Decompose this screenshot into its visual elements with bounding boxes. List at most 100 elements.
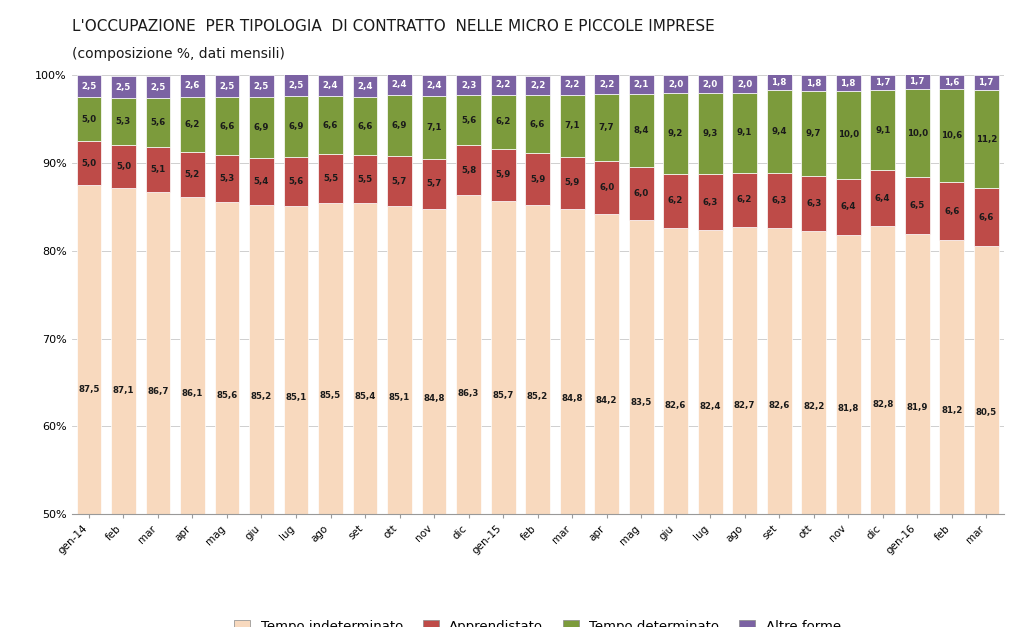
Text: 2,3: 2,3	[461, 81, 476, 90]
Text: 11,2: 11,2	[976, 135, 997, 144]
Text: 5,0: 5,0	[81, 115, 96, 124]
Text: 2,5: 2,5	[151, 83, 166, 92]
Text: 6,6: 6,6	[323, 121, 338, 130]
Bar	[732, 75, 757, 93]
Text: 2,0: 2,0	[737, 80, 753, 88]
Text: 5,9: 5,9	[530, 175, 545, 184]
Bar	[732, 172, 757, 227]
Bar	[249, 205, 274, 627]
Bar	[594, 75, 620, 93]
Text: L'OCCUPAZIONE  PER TIPOLOGIA  DI CONTRATTO  NELLE MICRO E PICCOLE IMPRESE: L'OCCUPAZIONE PER TIPOLOGIA DI CONTRATTO…	[72, 19, 715, 34]
Text: 82,8: 82,8	[872, 400, 893, 409]
Text: 5,3: 5,3	[116, 117, 131, 126]
Text: 86,7: 86,7	[147, 387, 169, 396]
Bar	[249, 158, 274, 205]
Text: 83,5: 83,5	[631, 398, 651, 407]
Bar	[111, 145, 136, 189]
Bar	[215, 155, 240, 202]
Text: 2,5: 2,5	[219, 82, 234, 91]
Bar	[525, 154, 550, 205]
Text: 6,3: 6,3	[771, 196, 786, 205]
Bar	[801, 91, 826, 176]
Bar	[560, 209, 585, 627]
Bar	[77, 141, 101, 185]
Text: 9,4: 9,4	[771, 127, 786, 136]
Text: 7,1: 7,1	[426, 123, 441, 132]
Bar	[697, 75, 723, 93]
Bar	[284, 75, 308, 97]
Bar	[111, 98, 136, 145]
Bar	[387, 75, 412, 95]
Bar	[801, 176, 826, 231]
Text: 9,1: 9,1	[876, 125, 891, 135]
Text: 6,4: 6,4	[874, 194, 891, 203]
Text: 5,7: 5,7	[426, 179, 441, 188]
Text: 85,4: 85,4	[354, 391, 376, 401]
Text: 2,2: 2,2	[529, 82, 546, 90]
Text: 6,2: 6,2	[668, 196, 683, 205]
Bar	[387, 206, 412, 627]
Bar	[939, 89, 965, 182]
Text: 6,3: 6,3	[806, 199, 821, 208]
Bar	[249, 75, 274, 97]
Text: 82,6: 82,6	[768, 401, 790, 410]
Text: 2,5: 2,5	[254, 82, 269, 91]
Text: 6,4: 6,4	[841, 203, 856, 211]
Bar	[284, 157, 308, 206]
Text: 7,7: 7,7	[599, 123, 614, 132]
Text: 10,0: 10,0	[906, 129, 928, 138]
Text: 84,8: 84,8	[561, 394, 583, 403]
Text: 82,2: 82,2	[803, 403, 824, 411]
Bar	[870, 226, 895, 627]
Text: 6,6: 6,6	[529, 120, 546, 129]
Bar	[77, 75, 101, 97]
Bar	[318, 154, 343, 203]
Bar	[422, 97, 446, 159]
Bar	[456, 145, 481, 196]
Text: 5,6: 5,6	[151, 118, 166, 127]
Text: 9,7: 9,7	[806, 129, 821, 138]
Text: 5,9: 5,9	[564, 178, 580, 187]
Bar	[145, 147, 170, 192]
Text: 2,0: 2,0	[668, 80, 683, 88]
Text: 1,7: 1,7	[979, 78, 994, 87]
Bar	[905, 234, 930, 627]
Bar	[905, 89, 930, 177]
Text: 1,8: 1,8	[806, 78, 821, 88]
Text: 6,2: 6,2	[737, 196, 753, 204]
Bar	[560, 95, 585, 157]
Bar	[215, 202, 240, 627]
Text: 1,6: 1,6	[944, 78, 959, 87]
Bar	[974, 246, 998, 627]
Text: 2,5: 2,5	[81, 82, 96, 91]
Bar	[456, 196, 481, 627]
Text: 5,0: 5,0	[81, 159, 96, 167]
Bar	[422, 159, 446, 209]
Bar	[180, 152, 205, 198]
Text: 6,9: 6,9	[254, 123, 269, 132]
Bar	[145, 76, 170, 98]
Bar	[525, 95, 550, 154]
Bar	[664, 228, 688, 627]
Text: (composizione %, dati mensili): (composizione %, dati mensili)	[72, 47, 285, 61]
Text: 82,7: 82,7	[734, 401, 756, 409]
Text: 5,9: 5,9	[496, 171, 511, 179]
Bar	[664, 93, 688, 174]
Text: 9,2: 9,2	[668, 129, 683, 138]
Bar	[594, 93, 620, 161]
Text: 6,6: 6,6	[979, 213, 994, 222]
Bar	[145, 98, 170, 147]
Bar	[352, 76, 378, 97]
Text: 9,1: 9,1	[737, 129, 753, 137]
Bar	[318, 97, 343, 154]
Bar	[870, 90, 895, 170]
Bar	[180, 97, 205, 152]
Bar	[77, 97, 101, 141]
Text: 81,2: 81,2	[941, 406, 963, 414]
Text: 87,1: 87,1	[113, 386, 134, 395]
Bar	[939, 240, 965, 627]
Bar	[490, 95, 515, 149]
Text: 85,2: 85,2	[527, 393, 548, 401]
Text: 6,0: 6,0	[634, 189, 649, 198]
Text: 6,6: 6,6	[219, 122, 234, 130]
